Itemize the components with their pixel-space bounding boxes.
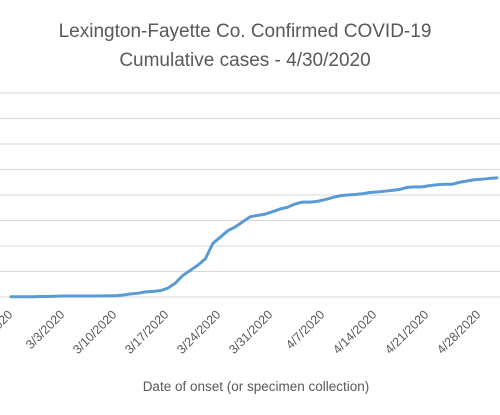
x-axis-title: Date of onset (or specimen collection) <box>143 379 370 394</box>
series-line-cumulative-cases <box>9 176 499 299</box>
plot-area <box>9 176 499 299</box>
chart-title: Lexington-Fayette Co. Confirmed COVID-19 <box>59 21 432 42</box>
chart-subtitle: Cumulative cases - 4/30/2020 <box>119 50 370 71</box>
